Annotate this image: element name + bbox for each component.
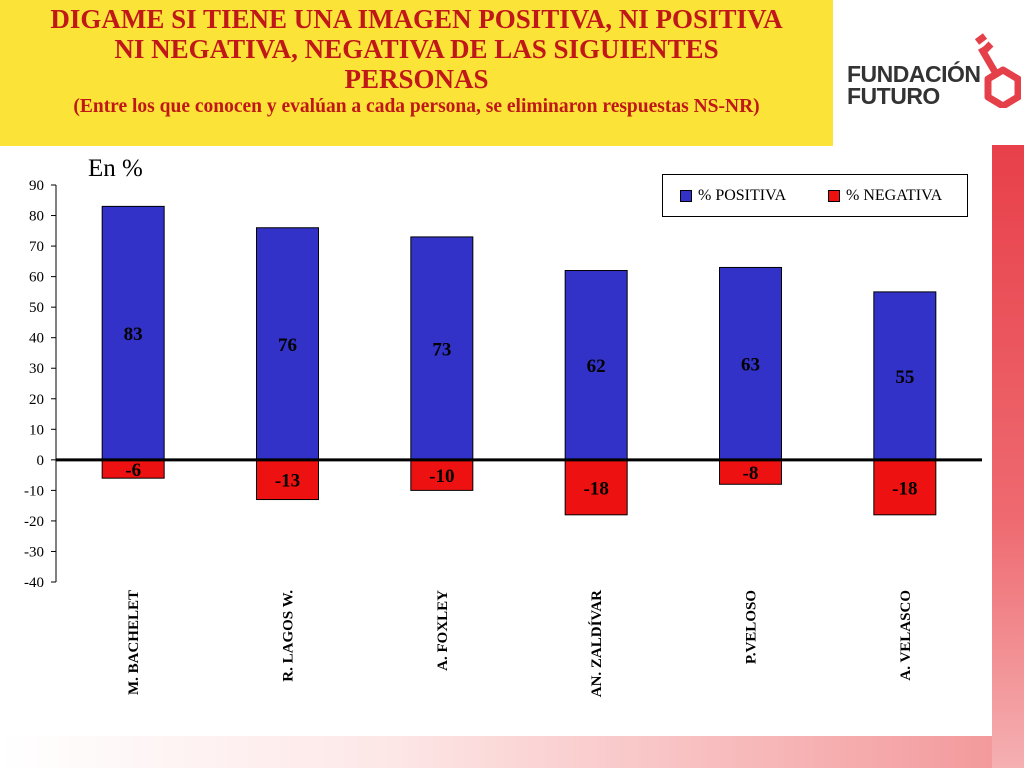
bar-negative [873,459,937,516]
y-tick-label: 10 [29,422,44,438]
y-tick-label: 40 [29,331,44,347]
legend-label-positive: % POSITIVA [698,187,787,204]
data-label-negative: -6 [125,460,141,481]
title-line-3: PERSONAS [344,64,489,94]
fundacion-futuro-logo: FUNDACIÓN FUTURO [843,30,1021,112]
y-tick-label: -40 [24,575,44,591]
legend-swatch-negative [828,190,840,202]
x-category-label: P.VELOSO [744,590,760,664]
legend-swatch-positive [680,190,692,202]
data-label-negative: -18 [892,478,917,499]
y-tick-label: 60 [29,270,44,286]
bar-negative [719,459,782,485]
bar-positive [719,266,782,461]
chart-subtitle: (Entre los que conocen y evalúan a cada … [73,96,760,117]
data-label-negative: -18 [584,478,609,499]
data-label-negative: -8 [743,463,759,484]
x-category-label: A. VELASCO [898,590,914,681]
data-label-positive: 55 [895,367,914,388]
y-tick-label: 90 [29,178,44,194]
x-category-label: A. FOXLEY [435,590,451,671]
y-tick-label: 80 [29,209,44,225]
legend-item-negative: % NEGATIVA [828,187,942,205]
y-tick-label: -20 [24,514,44,530]
x-category-label: AN. ZALDÍVAR [588,590,605,697]
logo-text-line-2: FUTURO [847,83,940,109]
key-icon [974,33,1021,108]
data-label-negative: -10 [429,466,454,487]
chart-legend: % POSITIVA % NEGATIVA [662,174,968,217]
x-category-label: M. BACHELET [126,590,142,695]
bar-positive [410,236,474,461]
title-line-1: DIGAME SI TIENE UNA IMAGEN POSITIVA, NI … [50,4,783,34]
data-label-positive: 62 [587,356,606,377]
y-tick-label: 20 [29,392,44,408]
title-line-2: NI NEGATIVA, NEGATIVA DE LAS SIGUIENTES [114,34,719,64]
unit-label: En % [88,155,143,182]
data-label-positive: 83 [124,324,143,345]
bar-negative [564,459,628,516]
legend-label-negative: % NEGATIVA [846,187,943,204]
data-label-positive: 63 [741,355,760,376]
bar-positive [564,270,628,461]
y-tick-label: 70 [29,239,44,255]
y-tick-label: 30 [29,361,44,377]
decorative-fade-bottom [0,736,992,768]
bar-positive [256,227,319,461]
y-tick-label: -30 [24,544,44,560]
title-box: DIGAME SI TIENE UNA IMAGEN POSITIVA, NI … [0,0,833,146]
y-tick-label: 50 [29,300,44,316]
data-label-positive: 76 [278,335,297,356]
data-label-positive: 73 [432,339,451,360]
decorative-stripe-right [992,145,1024,768]
y-tick-label: 0 [37,453,45,469]
x-category-label: R. LAGOS W. [281,590,297,682]
bar-negative [410,459,474,491]
bar-negative [256,459,319,501]
bar-positive [873,291,937,461]
legend-item-positive: % POSITIVA [680,187,786,205]
logo-text-line-1: FUNDACIÓN [847,61,981,87]
bar-positive [101,205,165,461]
y-tick-label: -10 [24,483,44,499]
data-label-negative: -13 [275,471,300,492]
logo-text: FUNDACIÓN FUTURO [847,61,981,109]
